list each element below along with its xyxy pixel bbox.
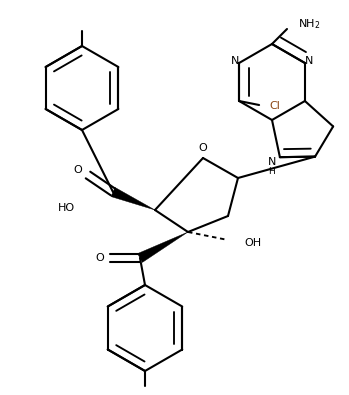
Text: H: H xyxy=(268,167,275,176)
Text: O: O xyxy=(74,165,82,175)
Text: Cl: Cl xyxy=(269,101,280,111)
Text: N: N xyxy=(305,56,313,66)
Text: HO: HO xyxy=(58,203,75,213)
Text: N: N xyxy=(268,157,276,167)
Text: N: N xyxy=(231,56,239,66)
Text: NH$_2$: NH$_2$ xyxy=(298,17,321,31)
Text: OH: OH xyxy=(244,238,261,248)
Polygon shape xyxy=(138,232,188,262)
Text: O: O xyxy=(96,253,104,263)
Polygon shape xyxy=(111,187,155,210)
Text: O: O xyxy=(199,143,207,153)
